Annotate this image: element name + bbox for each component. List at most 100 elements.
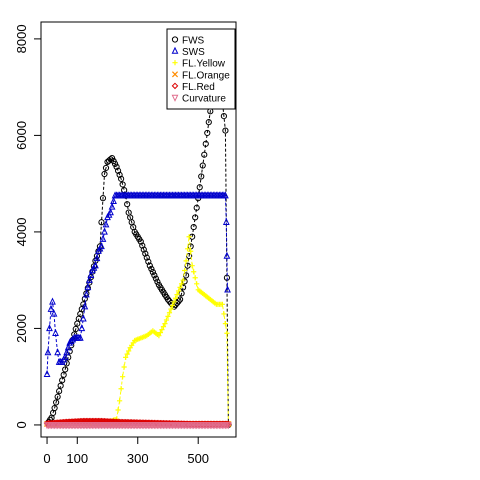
series-layer xyxy=(43,79,232,430)
data-point-fl-yellow xyxy=(124,351,130,357)
data-point-sws xyxy=(98,242,105,250)
data-point-fws xyxy=(98,219,105,226)
data-point-fl-yellow xyxy=(219,301,225,307)
data-point-fl-yellow xyxy=(182,267,188,274)
data-point-fws xyxy=(199,162,206,169)
series-line-sws xyxy=(46,195,228,375)
legend-label-fl-red: FL.Red xyxy=(182,82,215,93)
x-axis: 0 100 300 500 xyxy=(43,436,209,466)
legend-label-fws: FWS xyxy=(182,36,205,47)
data-point-fws xyxy=(205,119,212,126)
data-point-fws xyxy=(220,112,228,120)
data-point-fws xyxy=(51,404,58,412)
data-point-fws xyxy=(148,265,155,273)
data-point-fws xyxy=(202,140,209,147)
data-point-fl-yellow xyxy=(191,269,197,275)
data-point-fws xyxy=(143,254,150,261)
data-point-fl-yellow xyxy=(118,386,124,392)
data-point-fl-yellow xyxy=(224,330,230,336)
data-point-fl-yellow xyxy=(162,320,168,327)
data-point-fl-yellow xyxy=(160,324,167,330)
data-point-fws xyxy=(101,170,108,178)
y-tick-label: 0 xyxy=(14,421,29,428)
legend-marker-fl-red xyxy=(171,82,179,90)
data-point-sws xyxy=(61,353,69,361)
legend-marker-fl-yellow xyxy=(172,60,178,66)
legend-label-fl-orange: FL.Orange xyxy=(182,70,230,81)
data-point-fl-yellow xyxy=(175,288,182,294)
data-point-sws xyxy=(108,202,116,210)
data-point-fl-yellow xyxy=(163,317,170,323)
data-point-fl-yellow xyxy=(221,311,227,317)
data-point-fws xyxy=(193,204,200,211)
data-point-sws xyxy=(87,270,95,279)
data-point-fl-yellow xyxy=(189,263,195,269)
data-point-fws xyxy=(107,156,114,163)
data-point-fws xyxy=(116,171,123,178)
data-point-sws xyxy=(46,324,53,332)
data-point-sws xyxy=(78,324,86,332)
x-tick-label: 100 xyxy=(66,451,88,466)
data-point-sws xyxy=(223,251,231,259)
data-point-sws xyxy=(63,348,71,356)
data-point-fl-yellow xyxy=(168,306,174,312)
data-point-fws xyxy=(139,242,146,249)
x-tick-label: 0 xyxy=(43,451,50,466)
data-point-fl-yellow xyxy=(117,398,123,404)
data-point-fl-yellow xyxy=(159,327,165,333)
data-point-fl-yellow xyxy=(172,295,179,301)
data-point-fws xyxy=(62,366,69,373)
series-curvature xyxy=(43,422,232,430)
data-point-sws xyxy=(52,328,59,336)
data-point-fl-yellow xyxy=(171,299,177,305)
data-point-fws xyxy=(114,167,122,174)
data-point-fl-yellow xyxy=(186,234,192,240)
legend-label-fl-yellow: FL.Yellow xyxy=(182,59,226,70)
data-point-fl-yellow xyxy=(188,248,194,254)
data-point-fl-yellow xyxy=(123,354,129,360)
data-point-fws xyxy=(154,278,161,285)
data-point-fl-yellow xyxy=(120,374,126,380)
data-point-fl-yellow xyxy=(180,277,186,283)
data-point-sws xyxy=(66,338,74,346)
data-point-sws xyxy=(44,348,52,356)
data-point-fws xyxy=(72,325,79,333)
data-point-fl-yellow xyxy=(194,281,200,287)
legend-marker-fl-orange xyxy=(171,71,179,78)
legend-marker-curvature xyxy=(171,94,179,102)
data-point-fl-yellow xyxy=(174,292,180,298)
data-point-fws xyxy=(124,201,131,208)
data-point-fws xyxy=(196,184,203,191)
data-point-sws xyxy=(79,314,87,322)
data-point-fl-yellow xyxy=(183,258,189,264)
y-tick-label: 6000 xyxy=(14,121,29,150)
data-point-fws xyxy=(59,377,66,384)
legend-label-curvature: Curvature xyxy=(182,94,226,105)
series-fl-yellow xyxy=(44,234,232,428)
data-point-sws xyxy=(43,369,51,377)
y-axis: 0 2000 4000 6000 8000 xyxy=(14,24,42,429)
data-point-sws xyxy=(47,304,55,312)
data-point-fws xyxy=(102,164,110,172)
data-point-fws xyxy=(151,272,158,279)
data-point-fws xyxy=(118,175,125,182)
data-point-fws xyxy=(222,127,229,134)
data-point-fl-yellow xyxy=(157,330,164,336)
data-point-fws xyxy=(190,223,197,231)
series-sws xyxy=(43,191,231,377)
data-point-fws xyxy=(146,262,153,269)
data-point-sws xyxy=(99,234,107,242)
y-tick-label: 2000 xyxy=(14,314,29,343)
data-point-sws xyxy=(224,285,231,293)
data-point-fws xyxy=(152,275,159,282)
data-point-sws xyxy=(101,227,108,235)
data-point-sws xyxy=(82,290,90,298)
data-point-fws xyxy=(204,129,211,137)
data-point-sws xyxy=(107,208,114,216)
data-point-sws xyxy=(85,275,93,283)
data-point-sws xyxy=(49,297,56,305)
data-point-sws xyxy=(76,333,84,341)
legend-marker-sws xyxy=(171,46,179,54)
data-point-fws xyxy=(113,163,120,170)
